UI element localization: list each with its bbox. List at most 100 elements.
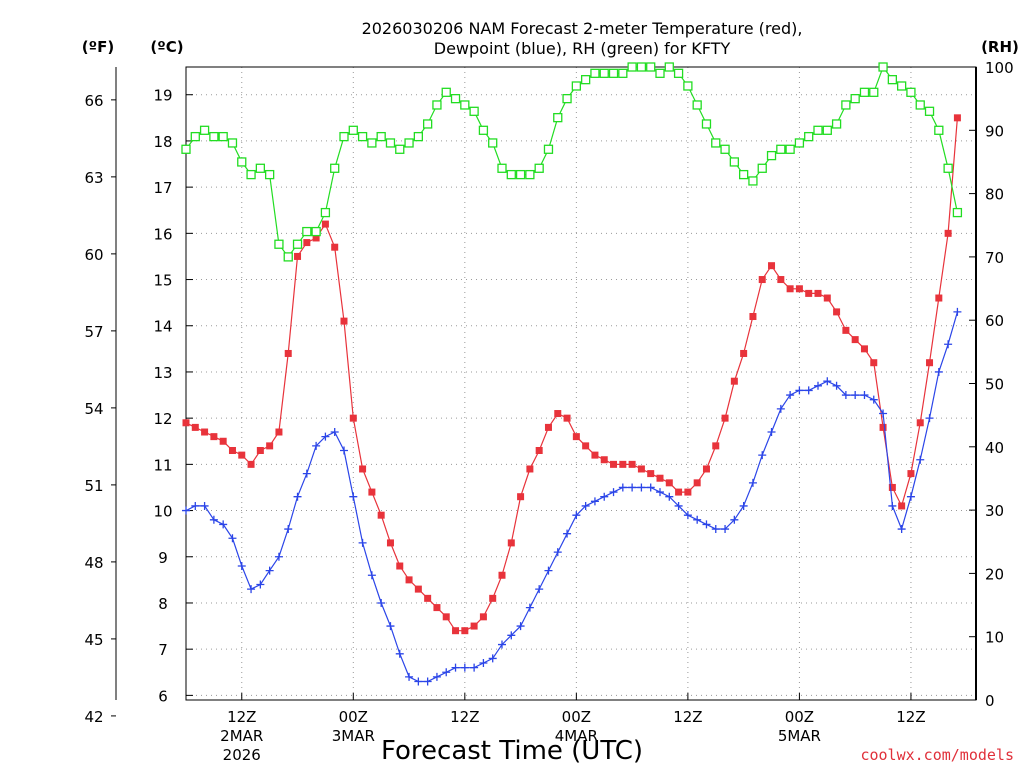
dewpoint-point <box>609 488 618 497</box>
temperature-point <box>702 465 710 473</box>
temperature-point <box>805 289 813 297</box>
dewpoint-point <box>535 585 544 594</box>
dewpoint-point <box>293 492 302 501</box>
rh-point <box>488 138 498 148</box>
rh-point <box>720 144 730 154</box>
rh-point <box>757 163 767 173</box>
rh-point <box>738 169 749 180</box>
x-tick-label: 12Z <box>227 708 256 726</box>
temperature-point <box>228 446 236 454</box>
fahrenheit-tick-label: 48 <box>84 554 103 572</box>
dewpoint-point <box>516 622 525 631</box>
temperature-point <box>637 465 645 473</box>
dewpoint-point <box>851 391 860 400</box>
temperature-point <box>470 622 478 630</box>
dewpoint-point <box>804 386 813 395</box>
dewpoint-point <box>358 538 367 547</box>
dewpoint-point <box>711 525 720 534</box>
dewpoint-point <box>386 622 395 631</box>
dewpoint-point <box>312 441 321 450</box>
temperature-point <box>610 460 618 468</box>
temperature-point <box>814 289 822 297</box>
dewpoint-point <box>182 506 190 515</box>
dewpoint-point <box>414 677 423 686</box>
dewpoint-point <box>590 497 599 506</box>
temperature-point <box>191 423 199 431</box>
x-tick-date-label: 3MAR <box>332 727 375 745</box>
dewpoint-point <box>637 483 646 492</box>
rh-point <box>748 176 758 186</box>
rh-point <box>190 131 200 142</box>
temperature-point <box>238 451 246 459</box>
temperature-point <box>712 442 720 450</box>
dewpoint-point <box>748 478 757 487</box>
temperature-point <box>544 423 552 431</box>
dewpoint-point <box>916 455 925 464</box>
dewpoint-point <box>349 492 358 501</box>
rh-point <box>804 131 814 142</box>
rh-point <box>413 131 424 142</box>
rh-point <box>367 138 377 148</box>
temperature-point <box>721 414 729 422</box>
dewpoint-point <box>423 677 432 686</box>
rh-point <box>348 125 358 135</box>
dewpoint-point <box>618 483 627 492</box>
dewpoint-point <box>488 654 497 663</box>
temperature-point <box>693 479 701 487</box>
dewpoint-point <box>906 492 915 501</box>
rh-point <box>952 207 963 218</box>
rh-point <box>385 138 396 148</box>
rh-point <box>924 106 935 116</box>
rh-point <box>450 94 461 104</box>
temperature-point <box>786 285 794 293</box>
rh-point <box>608 68 619 78</box>
temperature-point <box>219 437 227 445</box>
temperature-point <box>396 562 404 570</box>
temperature-point <box>266 442 274 450</box>
celsius-tick-label: 7 <box>158 641 168 659</box>
dewpoint-point <box>321 432 330 441</box>
dewpoint-point <box>665 492 674 501</box>
rh-point <box>683 81 693 91</box>
rh-point <box>339 131 349 142</box>
rh-point <box>571 81 582 91</box>
temperature-point <box>935 294 943 302</box>
rh-point <box>646 62 656 72</box>
celsius-tick-label: 6 <box>158 687 168 705</box>
fahrenheit-tick-label: 63 <box>84 169 103 187</box>
temperature-point <box>888 483 896 491</box>
rh-point <box>590 68 600 78</box>
x-tick-date-label: 5MAR <box>778 727 821 745</box>
rh-point <box>692 100 702 110</box>
x-tick-label: 12Z <box>896 708 925 726</box>
dewpoint-point <box>432 672 441 681</box>
temperature-point <box>926 359 934 367</box>
dewpoint-point <box>237 562 246 571</box>
rh-point <box>199 125 210 135</box>
dewpoint-point <box>869 395 878 404</box>
rh-point <box>469 106 479 116</box>
tick-labels: 6 7 8 9 10 11 12 13 14 15 16 17 18 19 42 45 48 51 54 57 60 63… <box>84 59 1013 764</box>
temperature-point <box>656 474 664 482</box>
celsius-tick-label: 11 <box>153 456 172 474</box>
rh-point <box>330 163 340 173</box>
rh-point <box>831 119 842 129</box>
plot-frame <box>185 66 977 701</box>
temperature-point <box>730 377 738 385</box>
rh-unit-label: (RH) <box>981 38 1019 56</box>
rh-point <box>395 144 405 154</box>
rh-point <box>460 100 470 110</box>
x-axis-label: Forecast Time (UTC) <box>381 736 643 766</box>
temperature-point <box>572 433 580 441</box>
celsius-tick-label: 15 <box>153 272 172 290</box>
temperature-point <box>331 243 339 251</box>
temperature-point <box>563 414 571 422</box>
dewpoint-point <box>330 428 339 437</box>
dewpoint-line <box>185 311 958 683</box>
rh-point <box>841 100 851 110</box>
rh-point <box>766 150 777 161</box>
rh-point <box>580 75 591 85</box>
temperature-point <box>386 539 394 547</box>
rh-point <box>822 125 832 135</box>
dewpoint-point <box>721 525 730 534</box>
